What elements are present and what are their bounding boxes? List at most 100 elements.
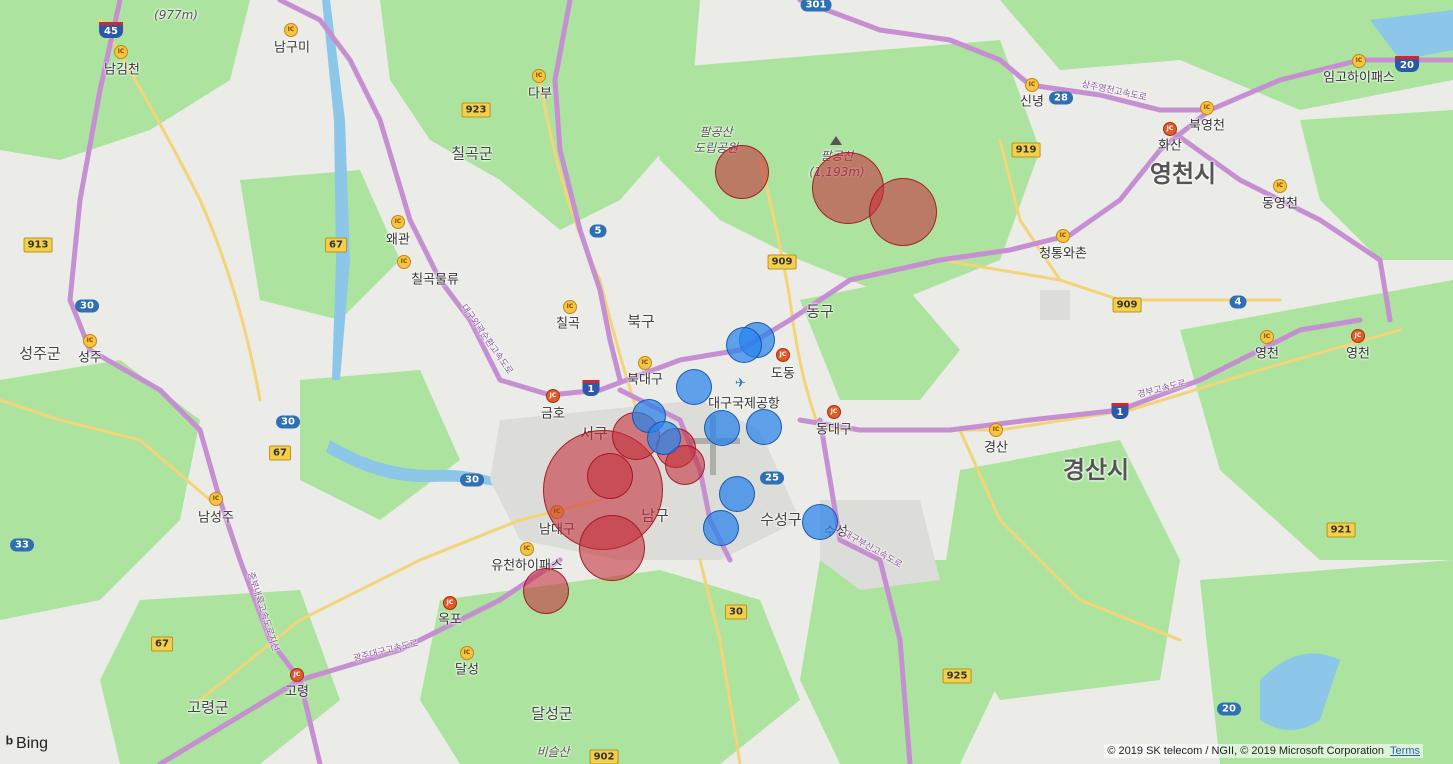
place-label: 동영천 [1262,196,1298,212]
data-bubble-red[interactable] [587,453,633,499]
bing-logo-icon: ᵇ [6,733,14,753]
route-badge: 45 [99,22,123,38]
interchange-icon: IC [532,69,546,83]
place-label: 왜관 [386,232,410,248]
interchange-icon: IC [209,492,223,506]
route-badge: 30 [75,299,99,313]
peak-label: 팔공산 [699,125,733,139]
place-label: 신녕 [1020,94,1044,110]
place-label: 도동 [771,366,795,382]
junction-icon: JC [1351,329,1365,343]
route-badge: 67 [325,237,347,253]
data-bubble-red[interactable] [579,515,645,581]
interchange-icon: IC [284,23,298,37]
route-badge: 33 [10,538,34,552]
data-bubble-blue[interactable] [746,409,782,445]
route-badge: 921 [1326,522,1356,538]
interchange-icon: IC [460,646,474,660]
district-label: 달성군 [531,704,573,723]
place-label: 칠곡물류 [411,272,459,288]
interchange-icon: IC [638,356,652,370]
interchange-icon: IC [397,255,411,269]
junction-icon: JC [546,389,560,403]
place-label: 성주 [78,350,102,366]
interchange-icon: IC [1200,101,1214,115]
data-bubble-blue[interactable] [647,421,681,455]
route-badge: 30 [725,604,747,620]
route-badge: 902 [589,749,619,764]
junction-icon: JC [290,668,304,682]
place-label: 고령 [285,684,309,700]
place-label: 다부 [528,86,552,102]
data-bubble-red[interactable] [715,145,769,199]
route-badge: 4 [1229,295,1247,309]
bing-logo-text: Bing [16,734,49,752]
place-label: 영천 [1255,346,1279,362]
copyright-text: © 2019 SK telecom / NGII, © 2019 Microso… [1107,745,1385,757]
data-bubble-blue[interactable] [704,410,740,446]
peak-triangle-icon [830,136,842,145]
route-badge: 5 [589,224,607,238]
district-label: 수성구 [760,510,802,529]
airport-icon: ✈ [735,376,746,391]
interchange-icon: IC [563,300,577,314]
data-bubble-red[interactable] [523,568,569,614]
place-label: 대구국제공항 [708,396,780,412]
route-badge: 28 [1049,91,1073,105]
district-label: 동구 [806,302,834,321]
place-label: 달성 [455,662,479,678]
interchange-icon: IC [520,542,534,556]
junction-icon: JC [1163,122,1177,136]
route-badge: 25 [760,471,784,485]
district-label: 성주군 [19,344,61,363]
interchange-icon: IC [391,215,405,229]
district-label: 북구 [627,312,655,331]
interchange-icon: IC [1352,54,1366,68]
data-bubble-blue[interactable] [726,327,762,363]
place-label: 청통와촌 [1039,246,1087,262]
data-bubble-blue[interactable] [676,369,712,405]
place-label: 남구미 [274,40,310,56]
copyright-bar: © 2019 SK telecom / NGII, © 2019 Microso… [1104,744,1423,758]
place-label: 영천 [1346,346,1370,362]
city-label: 경산시 [1062,456,1130,484]
interchange-icon: IC [83,334,97,348]
route-badge: 909 [1112,297,1142,313]
place-label: 동대구 [816,422,852,438]
route-badge: 30 [276,415,300,429]
interchange-icon: IC [1260,330,1274,344]
place-label: 금호 [541,406,565,422]
peak-label: 비슬산 [536,745,570,759]
interchange-icon: IC [1056,229,1070,243]
peak-label: (977m) [154,8,198,22]
route-badge: 925 [942,668,972,684]
district-label: 고령군 [187,698,229,717]
place-label: 북영천 [1189,118,1225,134]
data-bubble-blue[interactable] [719,476,755,512]
terms-link[interactable]: Terms [1390,745,1420,757]
route-badge: 913 [23,237,53,253]
place-label: 북대구 [627,372,663,388]
route-badge: 20 [1395,56,1419,72]
interchange-icon: IC [114,45,128,59]
route-badge: 67 [151,636,173,652]
bing-logo[interactable]: ᵇ Bing [6,733,48,754]
place-label: 남김천 [104,62,140,78]
city-label: 영천시 [1149,160,1217,188]
data-bubble-blue[interactable] [703,510,739,546]
place-label: 옥포 [438,612,462,628]
interchange-icon: IC [1273,179,1287,193]
data-bubble-red[interactable] [869,178,937,246]
place-label: 남성주 [198,510,234,526]
district-label: 칠곡군 [451,144,493,163]
interchange-icon: IC [1025,78,1039,92]
place-label: 화산 [1158,138,1182,154]
route-badge: 301 [800,0,832,12]
route-badge: 67 [269,445,291,461]
data-bubble-blue[interactable] [802,504,838,540]
route-badge: 30 [460,473,484,487]
route-badge: 1 [1111,403,1129,419]
route-badge: 923 [461,102,491,118]
